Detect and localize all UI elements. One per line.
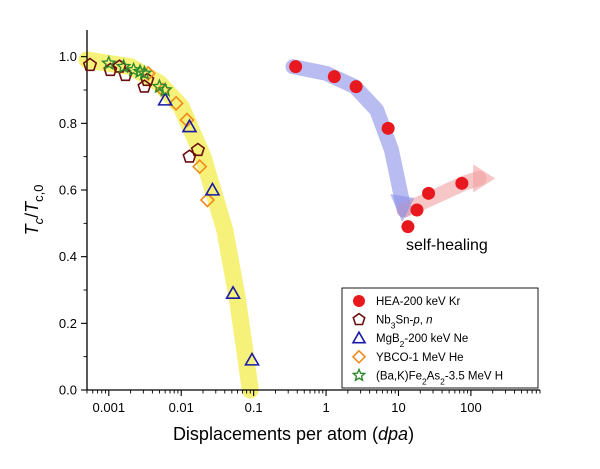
data-point <box>181 118 198 133</box>
data-point <box>190 142 206 157</box>
trend-arrow-head <box>390 194 415 222</box>
legend-label: HEA-200 keV Kr <box>376 296 461 308</box>
legend-label: MgB2-200 keV Ne <box>376 333 468 349</box>
trend-band <box>78 51 259 399</box>
y-tick-label: 0.0 <box>59 383 77 398</box>
data-point <box>381 121 395 135</box>
y-tick-label: 0.6 <box>59 183 77 198</box>
data-point <box>199 192 216 208</box>
data-point <box>204 181 221 196</box>
data-point <box>244 351 260 366</box>
data-point <box>100 54 117 71</box>
legend-label: (Ba,K)Fe2As2-3.5 MeV H <box>376 370 503 386</box>
legend-marker <box>351 330 367 344</box>
data-point <box>401 220 415 234</box>
data-point <box>137 79 152 93</box>
data-point <box>410 203 424 217</box>
x-axis-title: Displacements per atom (dpa) <box>173 424 414 444</box>
data-point <box>132 63 148 79</box>
legend-marker <box>352 312 366 326</box>
data-point <box>136 64 153 81</box>
x-tick-label: 10 <box>391 400 405 415</box>
legend-marker <box>351 367 367 382</box>
data-point <box>225 285 241 300</box>
annotation-self-healing: self-healing <box>406 237 488 254</box>
trend-arrow-head <box>473 164 496 193</box>
y-tick-label: 0.2 <box>59 316 77 331</box>
y-axis-title: Tc/Tc,0 <box>22 185 46 236</box>
x-tick-label: 0.001 <box>93 400 126 415</box>
x-tick-label: 0.01 <box>169 400 194 415</box>
y-tick-label: 1.0 <box>59 49 77 64</box>
data-point <box>349 80 363 94</box>
data-point <box>168 95 184 111</box>
data-point <box>179 112 195 128</box>
legend-label: Nb3Sn-p, n <box>376 315 433 331</box>
trend-band <box>285 59 412 218</box>
data-point <box>115 58 132 74</box>
data-point <box>182 149 197 163</box>
x-tick-label: 1 <box>322 400 329 415</box>
data-point <box>422 186 436 200</box>
y-tick-label: 0.8 <box>59 116 77 131</box>
data-point <box>289 60 303 74</box>
x-tick-label: 100 <box>460 400 482 415</box>
data-point <box>157 81 174 97</box>
data-point <box>327 70 341 84</box>
legend-box <box>341 287 539 389</box>
x-tick-label: 0.1 <box>245 400 263 415</box>
data-point <box>192 159 208 175</box>
y-tick-label: 0.4 <box>59 249 77 264</box>
data-point <box>82 57 98 72</box>
legend-label: YBCO-1 MeV He <box>376 352 464 364</box>
legend-marker <box>351 349 367 364</box>
legend-marker <box>353 295 365 307</box>
data-point <box>157 91 174 106</box>
data-point <box>455 176 469 190</box>
